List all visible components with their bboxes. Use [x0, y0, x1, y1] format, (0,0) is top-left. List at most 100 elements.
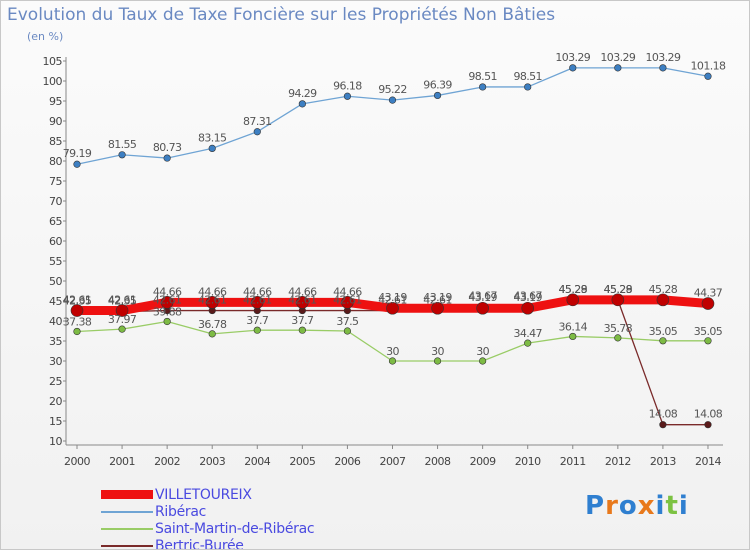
data-label-bertric-buree: 14.08	[649, 408, 678, 421]
data-label-riberac: 94.29	[288, 87, 317, 100]
data-point-riberac	[208, 144, 216, 152]
data-label-bertric-buree: 42.61	[243, 294, 272, 307]
logo-letter: x	[637, 491, 656, 521]
data-label-bertric-buree: 42.61	[198, 294, 227, 307]
data-label-riberac: 87.31	[243, 115, 272, 128]
y-tick-label: 80	[49, 155, 62, 168]
x-tick-label: 2013	[650, 455, 676, 468]
data-label-riberac: 103.29	[645, 51, 680, 64]
data-point-villetoureix	[566, 293, 580, 307]
data-label-villetoureix: 44.66	[243, 285, 272, 298]
x-tick-label: 2000	[64, 455, 90, 468]
data-point-villetoureix	[701, 297, 715, 310]
data-point-riberac	[118, 151, 126, 159]
data-point-saint-martin-de-riberac	[524, 339, 532, 347]
data-point-saint-martin-de-riberac	[208, 330, 216, 338]
y-tick-label: 40	[49, 315, 62, 328]
data-label-riberac: 101.18	[691, 59, 726, 72]
data-point-villetoureix	[611, 293, 625, 307]
data-label-saint-martin-de-riberac: 37.7	[246, 314, 269, 327]
y-tick-label: 15	[49, 415, 62, 428]
data-label-bertric-buree: 42.61	[423, 294, 452, 307]
y-tick-label: 35	[49, 335, 62, 348]
data-label-villetoureix: 44.37	[694, 287, 723, 300]
y-tick-label: 70	[49, 195, 62, 208]
y-tick-label: 50	[49, 275, 62, 288]
data-point-saint-martin-de-riberac	[163, 317, 171, 326]
data-label-villetoureix: 42.61	[63, 294, 92, 307]
data-label-saint-martin-de-riberac: 37.97	[108, 313, 137, 326]
y-tick-label: 45	[49, 295, 62, 308]
data-label-bertric-buree: 43.67	[468, 289, 497, 302]
data-point-saint-martin-de-riberac	[253, 326, 261, 334]
data-point-saint-martin-de-riberac	[433, 357, 442, 365]
data-label-riberac: 96.39	[423, 78, 452, 91]
data-label-villetoureix: 45.29	[559, 283, 588, 296]
data-point-saint-martin-de-riberac	[569, 332, 577, 341]
data-point-saint-martin-de-riberac	[73, 327, 81, 336]
y-tick-label: 105	[43, 55, 63, 68]
data-label-bertric-buree: 14.08	[694, 408, 723, 421]
legend-label: Bertric-Burée	[155, 538, 244, 550]
data-label-riberac: 103.29	[555, 51, 590, 64]
y-tick-label: 85	[49, 135, 62, 148]
data-label-riberac: 96.18	[333, 79, 362, 92]
x-tick-label: 2002	[154, 455, 180, 468]
data-label-bertric-buree: 42.61	[153, 294, 182, 307]
data-point-villetoureix	[341, 296, 354, 309]
data-point-riberac	[614, 64, 622, 72]
logo-letter: i	[655, 491, 666, 521]
data-point-saint-martin-de-riberac	[298, 326, 306, 334]
data-label-riberac: 98.51	[513, 70, 542, 83]
data-point-riberac	[73, 160, 81, 168]
chart-title: Evolution du Taux de Taxe Foncière sur l…	[7, 5, 556, 25]
y-tick-label: 55	[49, 255, 62, 268]
x-tick-label: 2014	[695, 455, 721, 468]
logo-letter: t	[665, 491, 679, 521]
logo-letter: P	[585, 491, 606, 521]
legend-swatch	[101, 490, 153, 499]
data-label-saint-martin-de-riberac: 37.5	[336, 315, 359, 328]
y-tick-label: 30	[49, 355, 62, 368]
data-label-riberac: 81.55	[108, 138, 137, 151]
data-point-riberac	[524, 83, 532, 91]
data-label-villetoureix: 45.29	[604, 283, 633, 296]
data-label-villetoureix: 43.19	[423, 291, 452, 304]
x-tick-label: 2012	[605, 455, 631, 468]
y-tick-label: 20	[49, 395, 62, 408]
data-label-bertric-buree: 42.61	[333, 294, 362, 307]
data-label-villetoureix: 44.66	[288, 285, 317, 298]
data-point-bertric-buree	[704, 421, 712, 429]
legend-label: Saint-Martin-de-Ribérac	[155, 521, 315, 537]
x-tick-label: 2009	[470, 455, 496, 468]
data-label-villetoureix: 44.66	[333, 285, 362, 298]
data-point-villetoureix	[115, 304, 129, 317]
legend-label: Ribérac	[155, 504, 207, 520]
data-label-bertric-buree: 43.67	[513, 289, 542, 302]
x-tick-label: 2004	[244, 455, 270, 468]
data-point-riberac	[298, 100, 306, 108]
y-tick-label: 65	[49, 215, 62, 228]
data-label-bertric-buree: 42.35	[108, 295, 137, 308]
data-point-villetoureix	[386, 301, 399, 315]
x-tick-label: 2007	[379, 455, 405, 468]
data-label-riberac: 79.19	[63, 147, 92, 160]
data-point-villetoureix	[296, 296, 309, 309]
data-point-saint-martin-de-riberac	[118, 325, 126, 333]
data-label-villetoureix: 43.19	[513, 291, 542, 304]
data-point-riberac	[343, 92, 352, 100]
legend-swatch	[101, 545, 153, 547]
data-label-saint-martin-de-riberac: 30	[386, 345, 399, 358]
data-label-bertric-buree: 45.28	[604, 283, 633, 296]
data-point-riberac	[388, 96, 397, 104]
logo-letter: o	[618, 491, 638, 521]
x-tick-label: 2005	[289, 455, 315, 468]
data-label-saint-martin-de-riberac: 35.78	[604, 322, 633, 335]
legend-swatch	[101, 528, 153, 530]
y-tick-label: 95	[49, 95, 62, 108]
data-point-riberac	[163, 154, 171, 162]
data-point-saint-martin-de-riberac	[614, 334, 622, 342]
data-label-saint-martin-de-riberac: 36.14	[559, 320, 588, 333]
data-label-riberac: 103.29	[600, 51, 635, 64]
data-label-saint-martin-de-riberac: 39.88	[153, 305, 182, 318]
